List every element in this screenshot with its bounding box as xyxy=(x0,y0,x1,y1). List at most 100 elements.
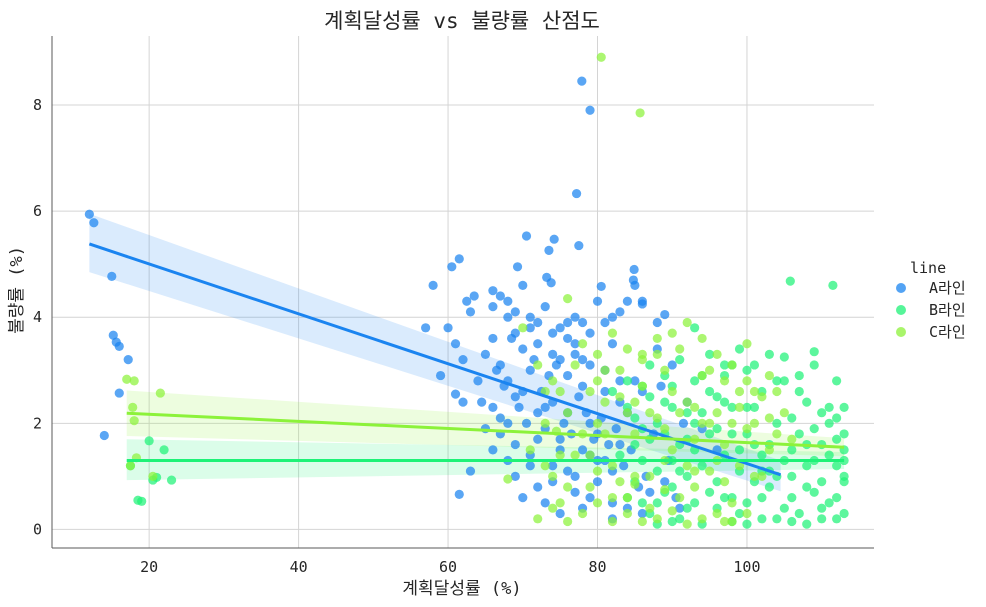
data-point xyxy=(622,508,633,519)
data-point xyxy=(555,450,565,460)
data-point xyxy=(727,429,737,439)
data-point xyxy=(839,402,849,412)
data-point xyxy=(615,392,625,402)
data-point xyxy=(577,381,588,391)
data-point xyxy=(563,482,573,492)
data-point xyxy=(600,365,610,375)
data-point xyxy=(559,418,569,428)
data-point xyxy=(667,386,677,397)
data-point xyxy=(555,323,565,333)
data-point xyxy=(615,376,625,386)
data-point xyxy=(817,477,827,487)
data-point xyxy=(125,461,136,471)
data-point xyxy=(592,418,603,428)
data-point xyxy=(548,503,558,513)
data-point xyxy=(772,418,782,428)
data-point xyxy=(629,264,639,275)
data-point xyxy=(705,418,715,428)
data-point xyxy=(719,360,730,370)
data-point xyxy=(521,418,532,428)
data-point xyxy=(652,466,662,476)
data-point xyxy=(462,296,472,306)
data-point xyxy=(675,408,685,418)
data-point xyxy=(450,339,461,349)
data-point xyxy=(682,317,692,328)
data-point xyxy=(540,301,550,312)
data-point xyxy=(734,386,745,397)
data-point xyxy=(533,434,543,444)
data-point xyxy=(488,402,498,412)
data-point xyxy=(652,349,662,359)
data-point xyxy=(628,275,638,285)
data-point xyxy=(742,424,752,434)
y-tick-label: 2 xyxy=(33,414,42,432)
regression-line xyxy=(126,411,845,449)
y-tick-label: 0 xyxy=(33,520,42,538)
data-point xyxy=(630,479,640,489)
data-point xyxy=(503,296,513,306)
data-point xyxy=(637,349,647,359)
data-point xyxy=(465,307,476,317)
data-point xyxy=(660,424,670,434)
data-point xyxy=(667,360,677,370)
data-point xyxy=(667,445,677,455)
data-point xyxy=(712,392,722,402)
data-point xyxy=(443,323,453,333)
data-point xyxy=(802,519,812,529)
data-point xyxy=(129,416,139,426)
data-point xyxy=(84,209,94,219)
data-point xyxy=(764,370,774,381)
data-point xyxy=(577,76,587,86)
data-point xyxy=(697,418,707,428)
data-point xyxy=(667,516,677,527)
data-point xyxy=(540,498,550,508)
data-point xyxy=(129,376,139,386)
data-point xyxy=(794,386,804,397)
data-point xyxy=(757,492,767,503)
data-point xyxy=(514,402,524,412)
data-point xyxy=(615,365,625,375)
data-point xyxy=(742,376,752,386)
data-point xyxy=(563,370,573,381)
legend-marker xyxy=(896,305,906,315)
data-point xyxy=(585,360,595,370)
data-point xyxy=(570,349,580,359)
y-tick-label: 6 xyxy=(33,202,42,220)
data-point xyxy=(596,52,606,62)
data-point xyxy=(540,461,550,471)
data-point xyxy=(742,339,752,349)
data-point xyxy=(645,471,655,481)
data-point xyxy=(546,278,556,288)
data-point xyxy=(585,450,595,460)
data-point xyxy=(832,434,842,444)
data-point xyxy=(719,516,730,527)
data-point xyxy=(749,386,760,397)
data-point xyxy=(719,477,730,487)
data-point xyxy=(749,471,760,481)
data-point xyxy=(749,360,760,370)
data-point xyxy=(510,471,520,481)
data-point xyxy=(667,328,677,338)
data-point xyxy=(555,508,565,519)
data-point xyxy=(630,439,640,450)
data-point xyxy=(705,429,715,439)
data-point xyxy=(533,408,543,418)
data-point xyxy=(585,482,595,492)
data-point xyxy=(719,492,730,503)
data-point xyxy=(682,461,692,471)
data-point xyxy=(824,402,834,412)
data-point xyxy=(548,461,558,471)
data-point xyxy=(450,389,461,399)
data-point xyxy=(600,317,610,328)
data-point xyxy=(122,374,132,384)
data-point xyxy=(802,482,812,492)
data-point xyxy=(787,492,797,503)
data-point xyxy=(675,466,685,476)
data-point xyxy=(510,392,520,402)
data-point xyxy=(772,386,782,397)
data-point xyxy=(428,280,438,290)
data-point xyxy=(637,296,647,306)
data-point xyxy=(645,503,655,513)
data-point xyxy=(764,349,774,359)
data-point xyxy=(839,508,849,519)
